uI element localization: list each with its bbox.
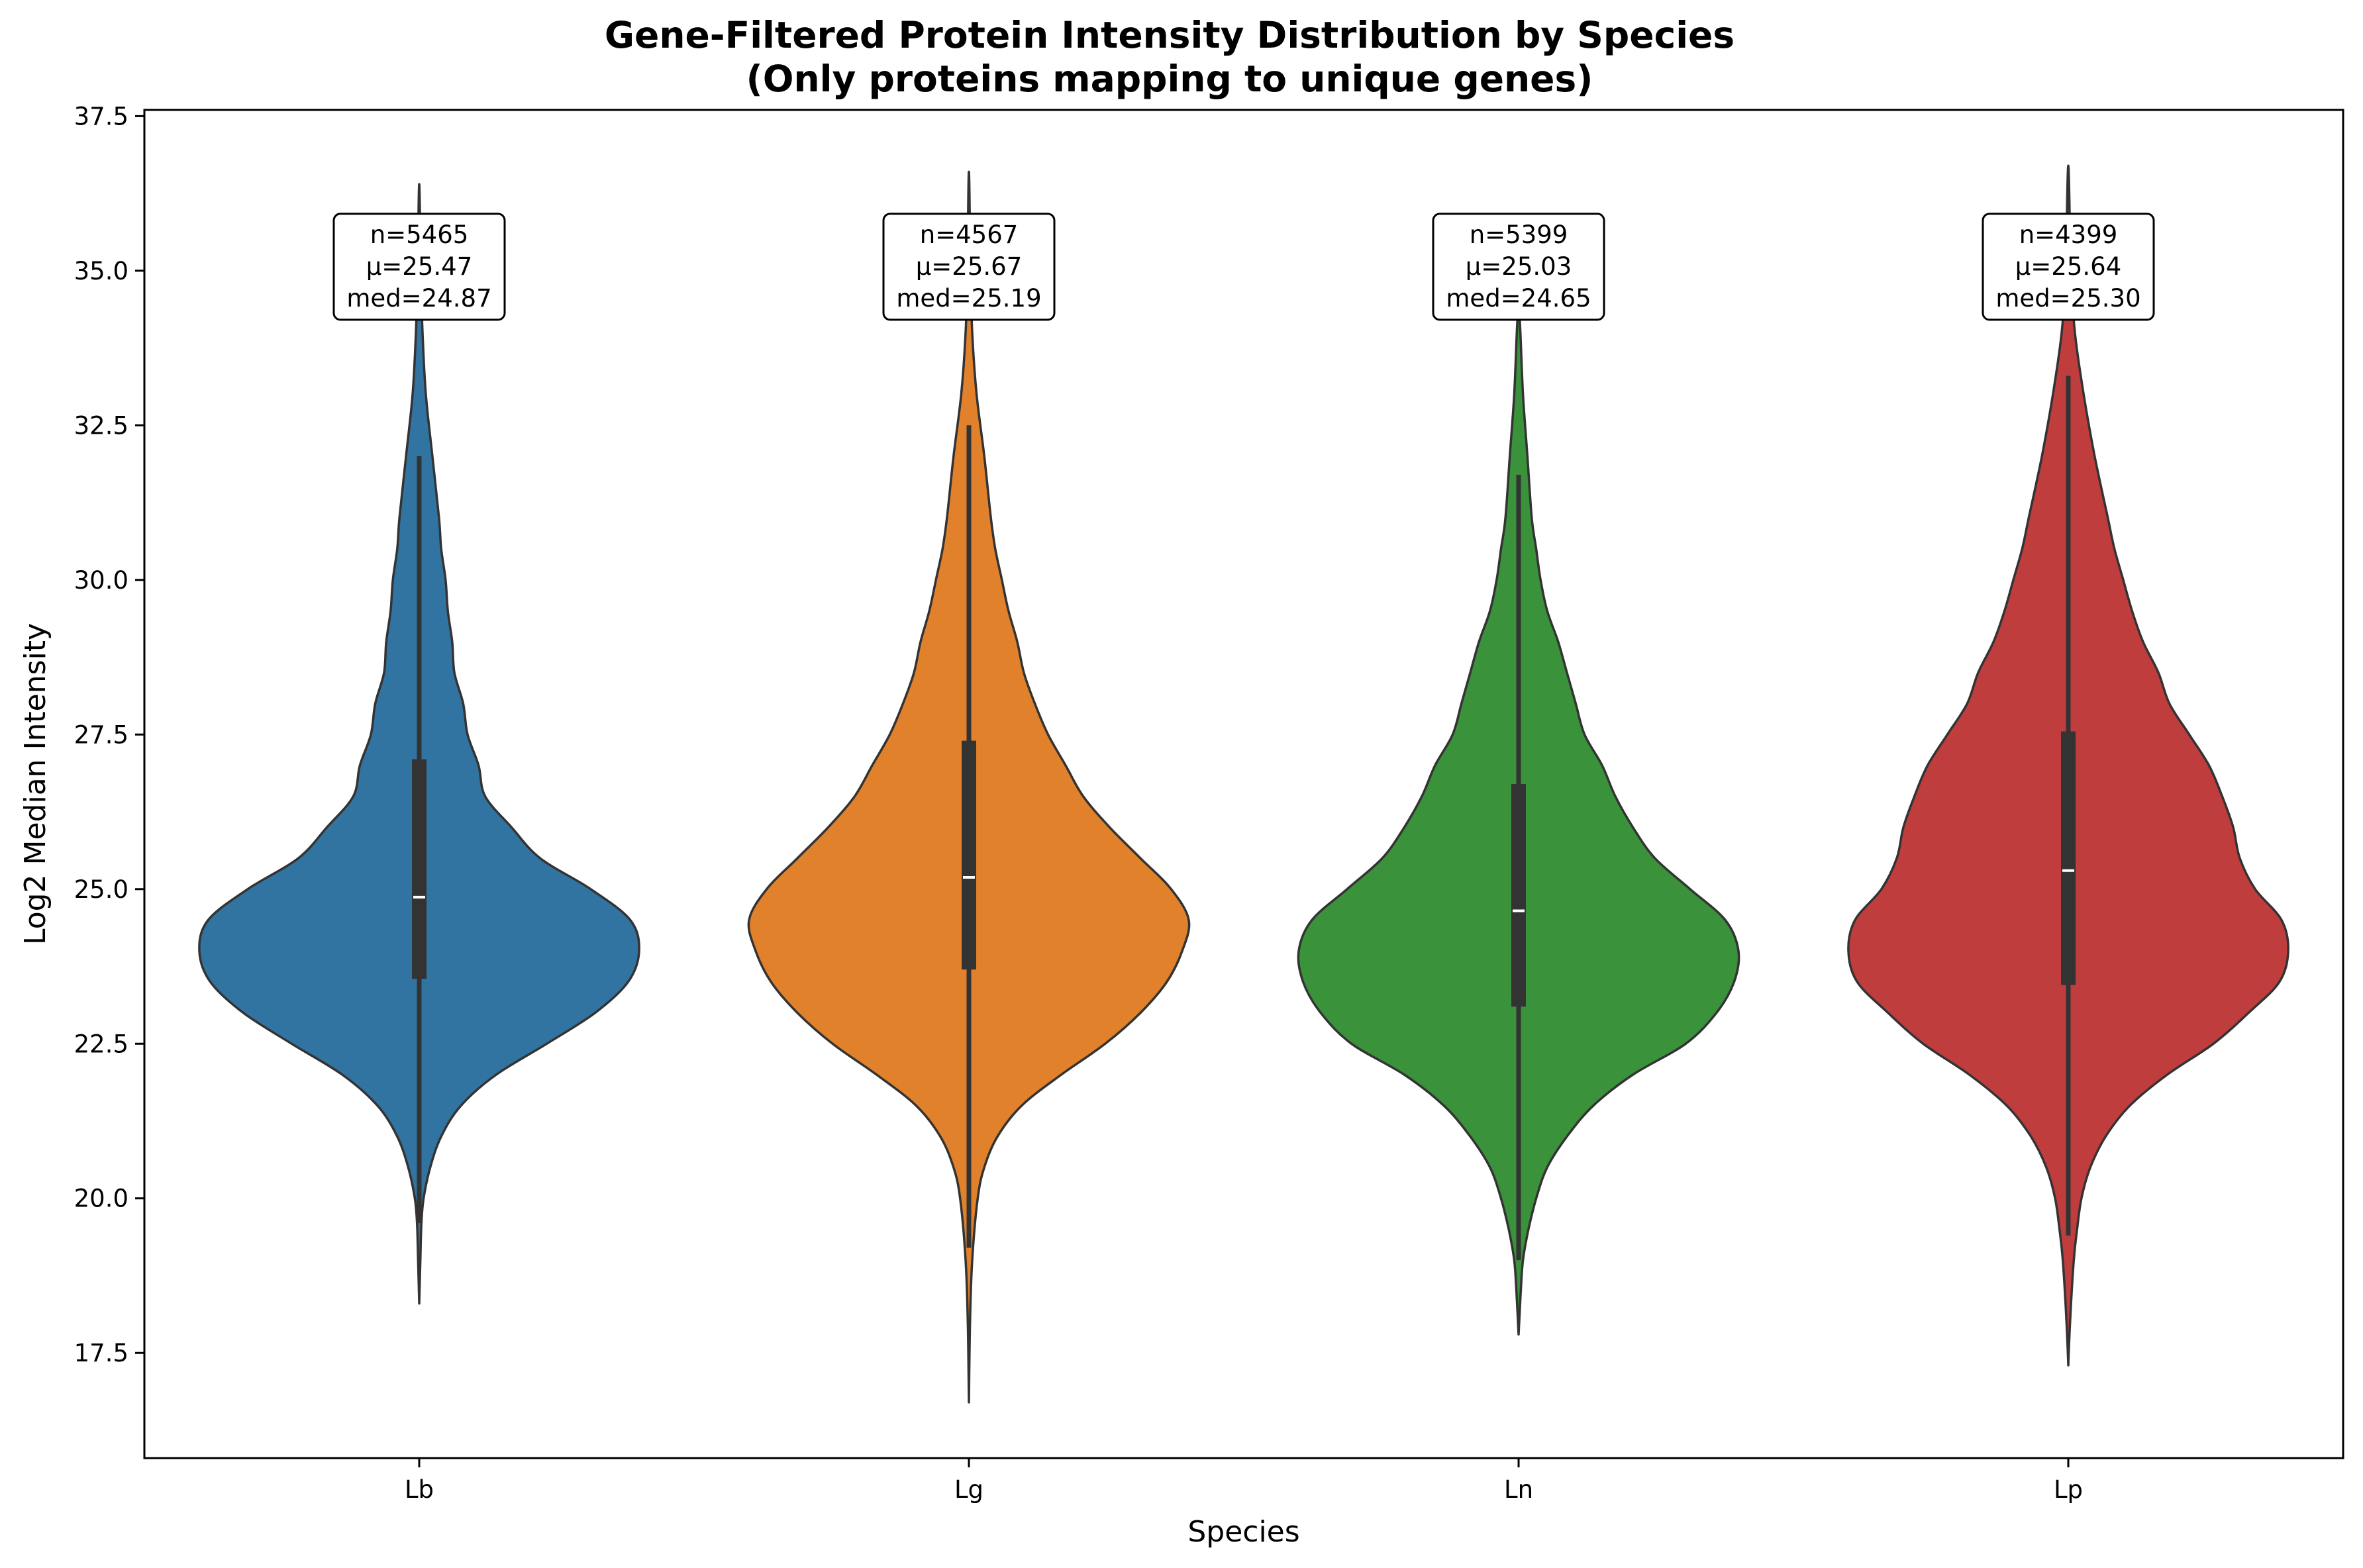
y-axis-label: Log2 Median Intensity [19,623,52,945]
annotation-text-lp: med=25.30 [1995,284,2140,313]
annotation-text-lp: μ=25.64 [2015,252,2121,281]
y-tick-label: 20.0 [74,1185,128,1213]
annotation-text-lb: μ=25.47 [366,252,472,281]
violins-group [198,164,2289,1404]
annotation-box-lg [882,213,1056,321]
iqr-box-lb [412,759,427,979]
y-tick-label: 25.0 [74,875,128,904]
y-tick-label: 37.5 [74,102,128,130]
annotation-text-lg: μ=25.67 [916,252,1022,281]
annotation-text-lb: n=5465 [370,220,469,249]
annotation-text-ln: μ=25.03 [1466,252,1572,281]
annotation-box-lb [332,213,506,321]
annotations-group: n=5465 μ=25.47 med=24.87 n=4567 μ=25.67 med=2… [332,213,2155,321]
iqr-box-lg [962,740,976,970]
x-tick-label: Lp [2054,1475,2083,1504]
x-axis-label: Species [1187,1515,1299,1549]
iqr-box-lp [2061,731,2076,985]
x-tick-label: Lb [405,1475,434,1504]
y-tick-label: 30.0 [74,566,128,595]
annotation-text-lb: med=24.87 [346,284,491,313]
y-tick-label: 22.5 [74,1030,128,1058]
iqr-box-ln [1511,784,1526,1007]
annotation-text-ln: med=24.65 [1446,284,1591,313]
y-axis: 17.5 20.0 22.5 25.0 27.5 30.0 32.5 35.0 37.5 [74,102,144,1367]
chart-title-line2: (Only proteins mapping to unique genes) [746,58,1593,100]
annotation-box-lp [1982,213,2155,321]
x-tick-label: Ln [1504,1475,1533,1504]
annotation-text-lg: med=25.19 [896,284,1041,313]
x-tick-label: Lg [954,1475,983,1504]
y-tick-label: 32.5 [74,411,128,440]
annotation-box-ln [1432,213,1605,321]
annotation-text-ln: n=5399 [1470,220,1568,249]
x-axis: Lb Lg Ln Lp [405,1458,2083,1504]
annotation-text-lp: n=4399 [2019,220,2118,249]
chart-title-line1: Gene-Filtered Protein Intensity Distribu… [605,14,1735,56]
y-tick-label: 35.0 [74,257,128,285]
y-tick-label: 27.5 [74,720,128,749]
y-tick-label: 17.5 [74,1339,128,1367]
plot-frame [143,109,2344,1459]
annotation-text-lg: n=4567 [920,220,1019,249]
